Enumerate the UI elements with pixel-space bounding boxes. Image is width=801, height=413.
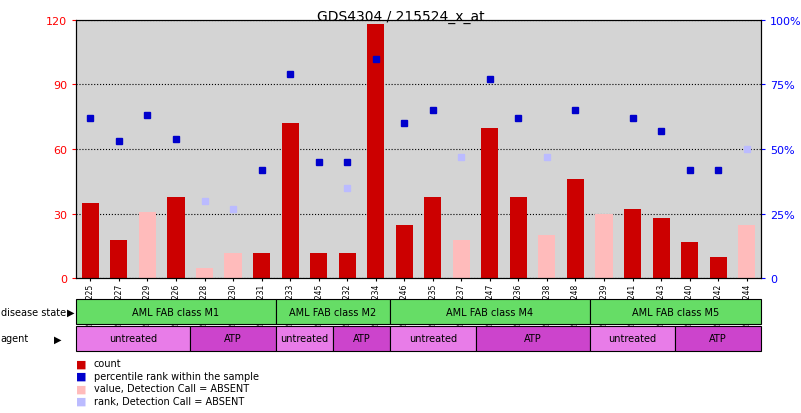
Bar (367, 25, 384, 279)
Text: AML FAB class M1: AML FAB class M1 (132, 307, 219, 317)
Bar (224, 253, 242, 279)
Text: percentile rank within the sample: percentile rank within the sample (94, 371, 259, 381)
Bar (538, 236, 555, 279)
Text: GDS4304 / 215524_x_at: GDS4304 / 215524_x_at (316, 10, 485, 24)
Text: untreated: untreated (409, 334, 457, 344)
Text: count: count (94, 358, 121, 368)
Text: AML FAB class M4: AML FAB class M4 (446, 307, 533, 317)
Bar (167, 197, 184, 279)
Bar (481, 128, 498, 279)
Bar (396, 225, 413, 279)
Bar (509, 197, 527, 279)
Text: AML FAB class M5: AML FAB class M5 (632, 307, 719, 317)
Text: ■: ■ (76, 358, 87, 368)
Text: AML FAB class M2: AML FAB class M2 (289, 307, 376, 317)
Text: agent: agent (1, 334, 29, 344)
Bar (339, 253, 356, 279)
Bar (111, 240, 127, 279)
Bar (624, 210, 641, 279)
Text: ATP: ATP (352, 334, 370, 344)
Text: ATP: ATP (709, 334, 727, 344)
Text: rank, Detection Call = ABSENT: rank, Detection Call = ABSENT (94, 396, 244, 406)
Bar (139, 212, 156, 279)
Text: ▶: ▶ (54, 334, 62, 344)
Bar (196, 268, 213, 279)
Bar (738, 225, 755, 279)
Bar (282, 124, 299, 279)
Bar (82, 204, 99, 279)
Text: value, Detection Call = ABSENT: value, Detection Call = ABSENT (94, 383, 249, 393)
Text: ATP: ATP (224, 334, 242, 344)
Bar (653, 218, 670, 279)
Bar (681, 242, 698, 279)
Bar (453, 240, 470, 279)
Text: ■: ■ (76, 396, 87, 406)
Bar (710, 257, 727, 279)
Bar (567, 180, 584, 279)
Bar (253, 253, 270, 279)
Text: untreated: untreated (109, 334, 157, 344)
Bar (595, 214, 613, 279)
Text: ■: ■ (76, 383, 87, 393)
Bar (310, 253, 327, 279)
Text: ATP: ATP (524, 334, 541, 344)
Text: untreated: untreated (280, 334, 328, 344)
Bar (425, 197, 441, 279)
Text: ▶: ▶ (66, 307, 74, 317)
Text: ■: ■ (76, 371, 87, 381)
Text: disease state: disease state (1, 307, 66, 317)
Text: untreated: untreated (609, 334, 657, 344)
